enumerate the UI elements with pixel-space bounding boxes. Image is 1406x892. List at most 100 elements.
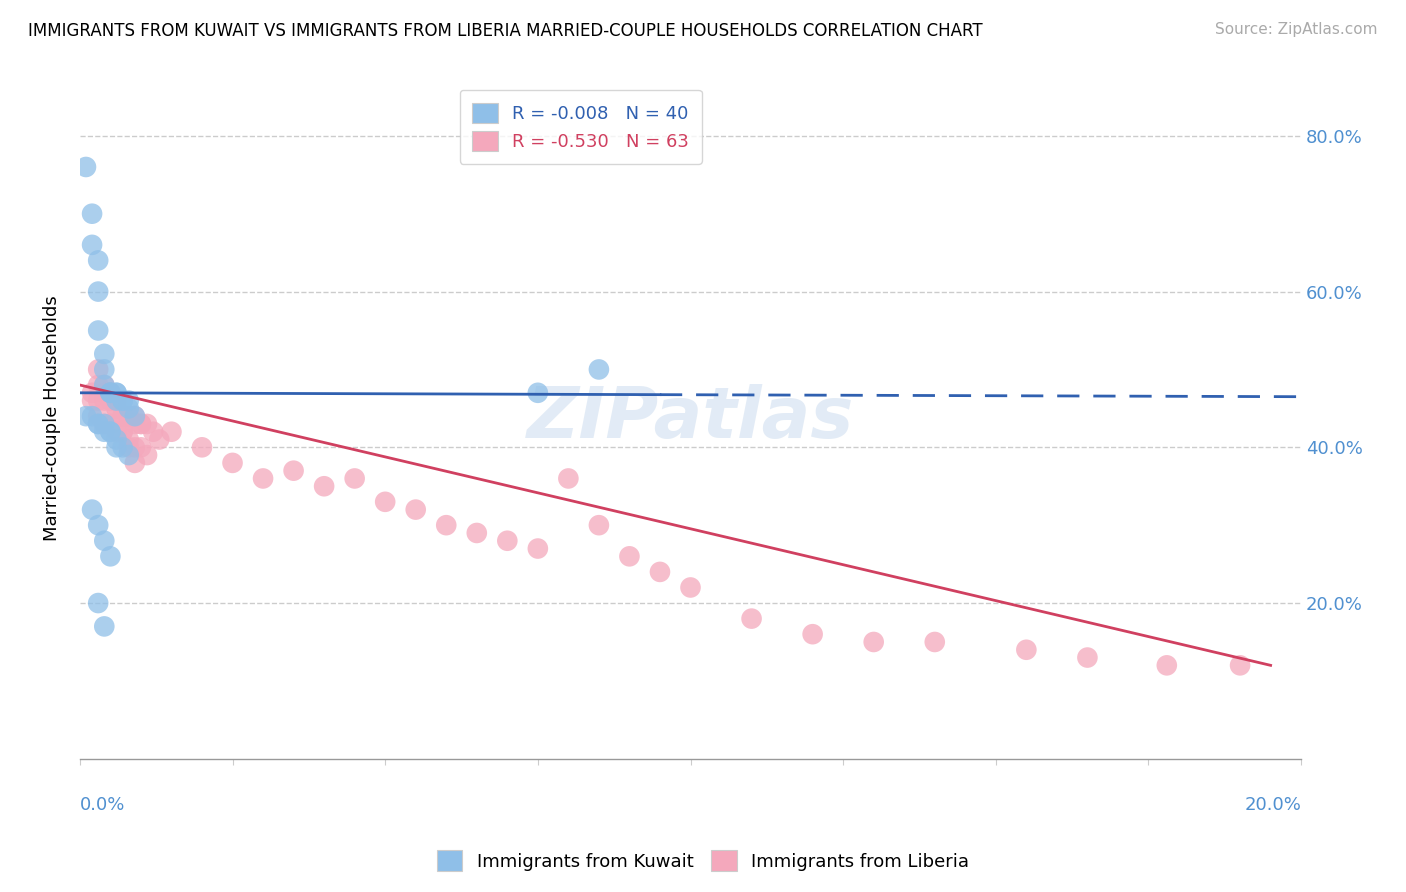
Point <box>87 596 110 610</box>
Point <box>87 393 110 408</box>
Point <box>75 160 97 174</box>
Text: Source: ZipAtlas.com: Source: ZipAtlas.com <box>1215 22 1378 37</box>
Point <box>80 385 103 400</box>
Point <box>862 635 884 649</box>
Point <box>801 627 824 641</box>
Point <box>100 385 122 400</box>
Point <box>87 378 110 392</box>
Point <box>100 393 122 408</box>
Point <box>93 362 115 376</box>
Point <box>100 417 122 431</box>
Point <box>105 385 128 400</box>
Point <box>80 409 103 424</box>
Point <box>100 385 122 400</box>
Point <box>1076 650 1098 665</box>
Point <box>314 479 336 493</box>
Point <box>100 425 122 439</box>
Point <box>87 285 110 299</box>
Point <box>1015 642 1038 657</box>
Text: ZIPatlas: ZIPatlas <box>527 384 855 452</box>
Point <box>648 565 671 579</box>
Point <box>87 417 110 431</box>
Point <box>111 440 134 454</box>
Point <box>465 525 488 540</box>
Point <box>93 417 115 431</box>
Point <box>100 549 122 564</box>
Point <box>136 448 159 462</box>
Y-axis label: Married-couple Households: Married-couple Households <box>44 295 60 541</box>
Point <box>118 409 141 424</box>
Point <box>221 456 243 470</box>
Point <box>252 471 274 485</box>
Point <box>111 409 134 424</box>
Point <box>129 417 152 431</box>
Point <box>80 238 103 252</box>
Point <box>741 612 763 626</box>
Point <box>496 533 519 548</box>
Point <box>588 362 610 376</box>
Point <box>283 464 305 478</box>
Point <box>93 533 115 548</box>
Legend: Immigrants from Kuwait, Immigrants from Liberia: Immigrants from Kuwait, Immigrants from … <box>430 843 976 879</box>
Point <box>118 393 141 408</box>
Point <box>136 417 159 431</box>
Point <box>93 393 115 408</box>
Point <box>118 409 141 424</box>
Point <box>434 518 457 533</box>
Point <box>93 619 115 633</box>
Point <box>111 393 134 408</box>
Point <box>87 362 110 376</box>
Point <box>87 253 110 268</box>
Point <box>105 433 128 447</box>
Point <box>111 393 134 408</box>
Point <box>93 378 115 392</box>
Point <box>118 401 141 416</box>
Point <box>87 417 110 431</box>
Point <box>93 378 115 392</box>
Point <box>118 433 141 447</box>
Point <box>105 401 128 416</box>
Point <box>80 502 103 516</box>
Text: 0.0%: 0.0% <box>80 797 125 814</box>
Point <box>124 456 146 470</box>
Point <box>124 417 146 431</box>
Point <box>405 502 427 516</box>
Point <box>93 385 115 400</box>
Point <box>75 409 97 424</box>
Point <box>124 409 146 424</box>
Point <box>105 401 128 416</box>
Point <box>527 541 550 556</box>
Point <box>100 393 122 408</box>
Point <box>679 581 702 595</box>
Point <box>105 385 128 400</box>
Point <box>343 471 366 485</box>
Point <box>1229 658 1251 673</box>
Point <box>191 440 214 454</box>
Point <box>80 393 103 408</box>
Point <box>105 425 128 439</box>
Text: IMMIGRANTS FROM KUWAIT VS IMMIGRANTS FROM LIBERIA MARRIED-COUPLE HOUSEHOLDS CORR: IMMIGRANTS FROM KUWAIT VS IMMIGRANTS FRO… <box>28 22 983 40</box>
Point <box>93 347 115 361</box>
Point <box>100 385 122 400</box>
Point <box>148 433 170 447</box>
Point <box>527 385 550 400</box>
Point <box>105 393 128 408</box>
Point <box>87 409 110 424</box>
Point <box>557 471 579 485</box>
Point <box>87 518 110 533</box>
Point <box>374 495 396 509</box>
Point <box>1156 658 1178 673</box>
Point <box>80 207 103 221</box>
Point <box>118 448 141 462</box>
Point <box>100 425 122 439</box>
Point <box>87 324 110 338</box>
Point <box>105 393 128 408</box>
Point <box>93 417 115 431</box>
Point <box>111 425 134 439</box>
Point <box>142 425 165 439</box>
Text: 20.0%: 20.0% <box>1244 797 1301 814</box>
Point <box>124 440 146 454</box>
Point <box>118 440 141 454</box>
Legend: R = -0.008   N = 40, R = -0.530   N = 63: R = -0.008 N = 40, R = -0.530 N = 63 <box>460 90 702 164</box>
Point <box>111 409 134 424</box>
